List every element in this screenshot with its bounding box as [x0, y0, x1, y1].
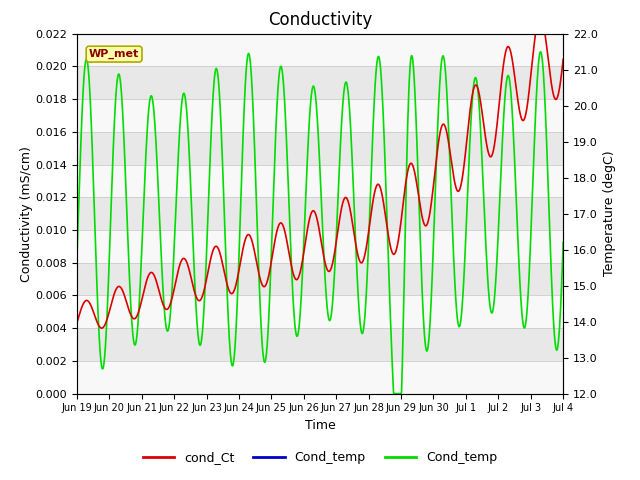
- Bar: [77, 230, 563, 263]
- Bar: [77, 66, 563, 99]
- Legend: cond_Ct, Cond_temp, Cond_temp: cond_Ct, Cond_temp, Cond_temp: [138, 446, 502, 469]
- Y-axis label: Conductivity (mS/cm): Conductivity (mS/cm): [20, 145, 33, 282]
- Bar: [77, 165, 563, 197]
- Text: WP_met: WP_met: [89, 49, 140, 59]
- Bar: [77, 132, 563, 165]
- Bar: [77, 361, 563, 394]
- Bar: [77, 34, 563, 66]
- Bar: [77, 263, 563, 295]
- Bar: [77, 295, 563, 328]
- Bar: [77, 328, 563, 361]
- X-axis label: Time: Time: [305, 419, 335, 432]
- Bar: [77, 99, 563, 132]
- Y-axis label: Temperature (degC): Temperature (degC): [604, 151, 616, 276]
- Title: Conductivity: Conductivity: [268, 11, 372, 29]
- Bar: [77, 197, 563, 230]
